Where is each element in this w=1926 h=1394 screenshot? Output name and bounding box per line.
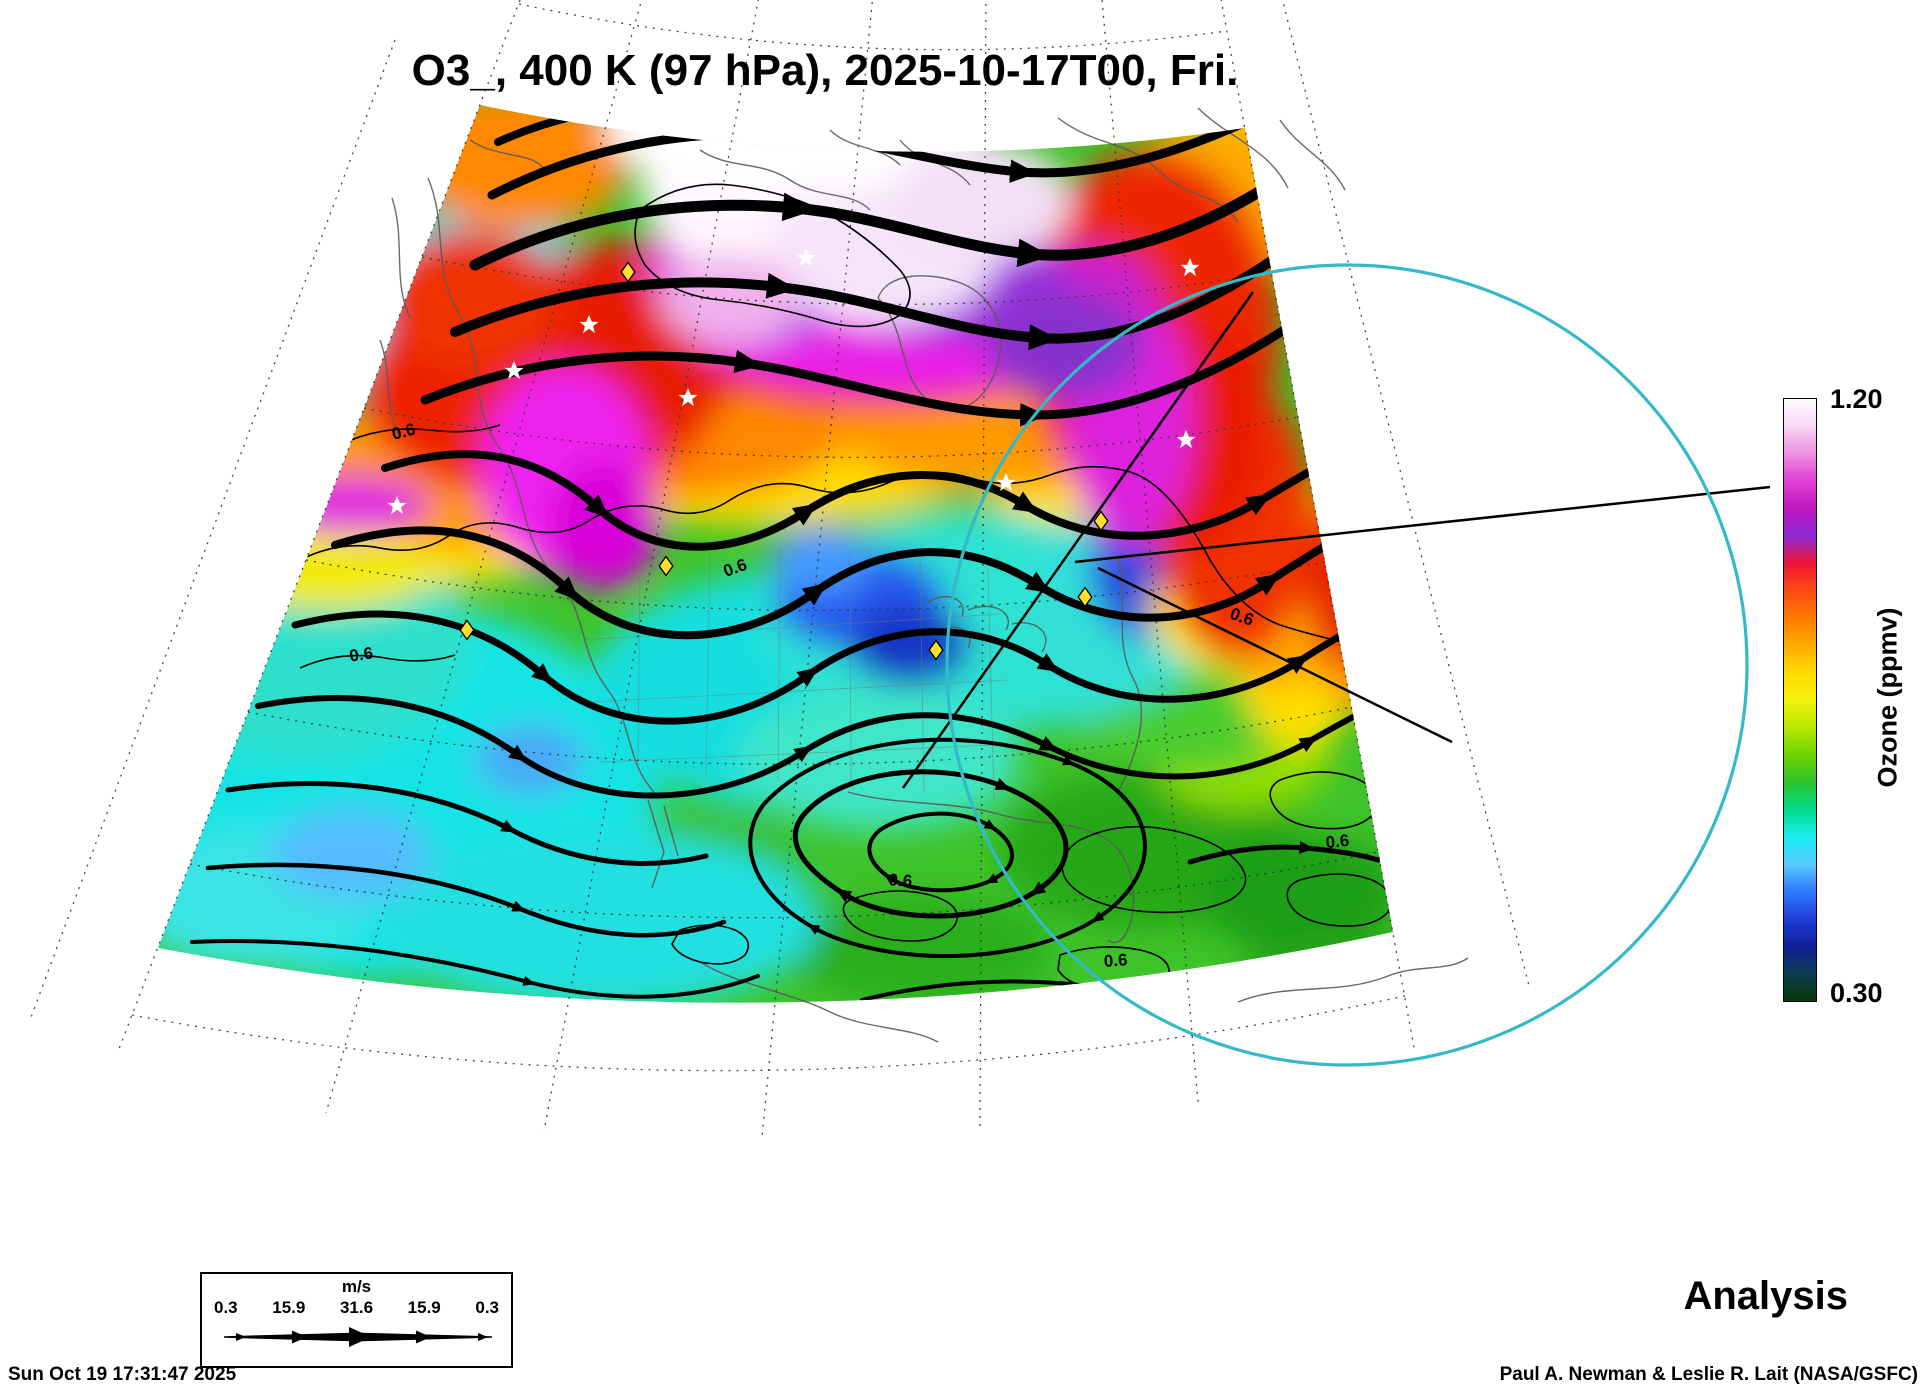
- overlay-ring: [945, 263, 1749, 1067]
- cross-section-lines: [901, 291, 1771, 789]
- colorbar-gradient: [1783, 398, 1817, 1002]
- wind-speed-legend: m/s 0.3 15.9 31.6 15.9 0.3: [200, 1272, 513, 1368]
- timestamp: Sun Oct 19 17:31:47 2025: [8, 1364, 237, 1385]
- cross-section-line: [901, 291, 1255, 789]
- credit: Paul A. Newman & Leslie R. Lait (NASA/GS…: [1499, 1364, 1918, 1385]
- figure-title: O3_, 400 K (97 hPa), 2025-10-17T00, Fri.: [411, 46, 1239, 95]
- wind-arrow-medium: [292, 1330, 307, 1344]
- wind-speed-value: 31.6: [339, 1298, 374, 1317]
- wind-arrow-large: [349, 1327, 371, 1347]
- contour-label: 0.6: [348, 644, 374, 666]
- analysis-label: Analysis: [1683, 1274, 1848, 1318]
- wind-arrow-small: [236, 1333, 246, 1341]
- cross-section-line: [1097, 566, 1453, 744]
- cross-section-line: [1074, 485, 1771, 564]
- contour-label: 0.6: [888, 870, 913, 891]
- wind-legend-speeds: 0.3 15.9 31.6 15.9 0.3: [202, 1298, 511, 1318]
- wind-arrow-small: [478, 1333, 488, 1341]
- colorbar-min-label: 0.30: [1830, 978, 1883, 1008]
- wind-legend-units: m/s: [341, 1277, 372, 1296]
- colorbar-title: Ozone (ppmv): [1872, 607, 1903, 788]
- wind-speed-value: 0.3: [214, 1298, 238, 1317]
- contour-label: 0.6: [1103, 950, 1128, 971]
- contour-label: 0.6: [1325, 831, 1350, 852]
- wind-speed-value: 15.9: [272, 1298, 306, 1317]
- wind-speed-value: 15.9: [407, 1298, 441, 1317]
- wind-legend-arrows: [224, 1327, 492, 1347]
- wind-speed-value: 0.3: [475, 1298, 499, 1317]
- colorbar-max-label: 1.20: [1830, 384, 1883, 414]
- wind-arrow-medium: [416, 1330, 431, 1344]
